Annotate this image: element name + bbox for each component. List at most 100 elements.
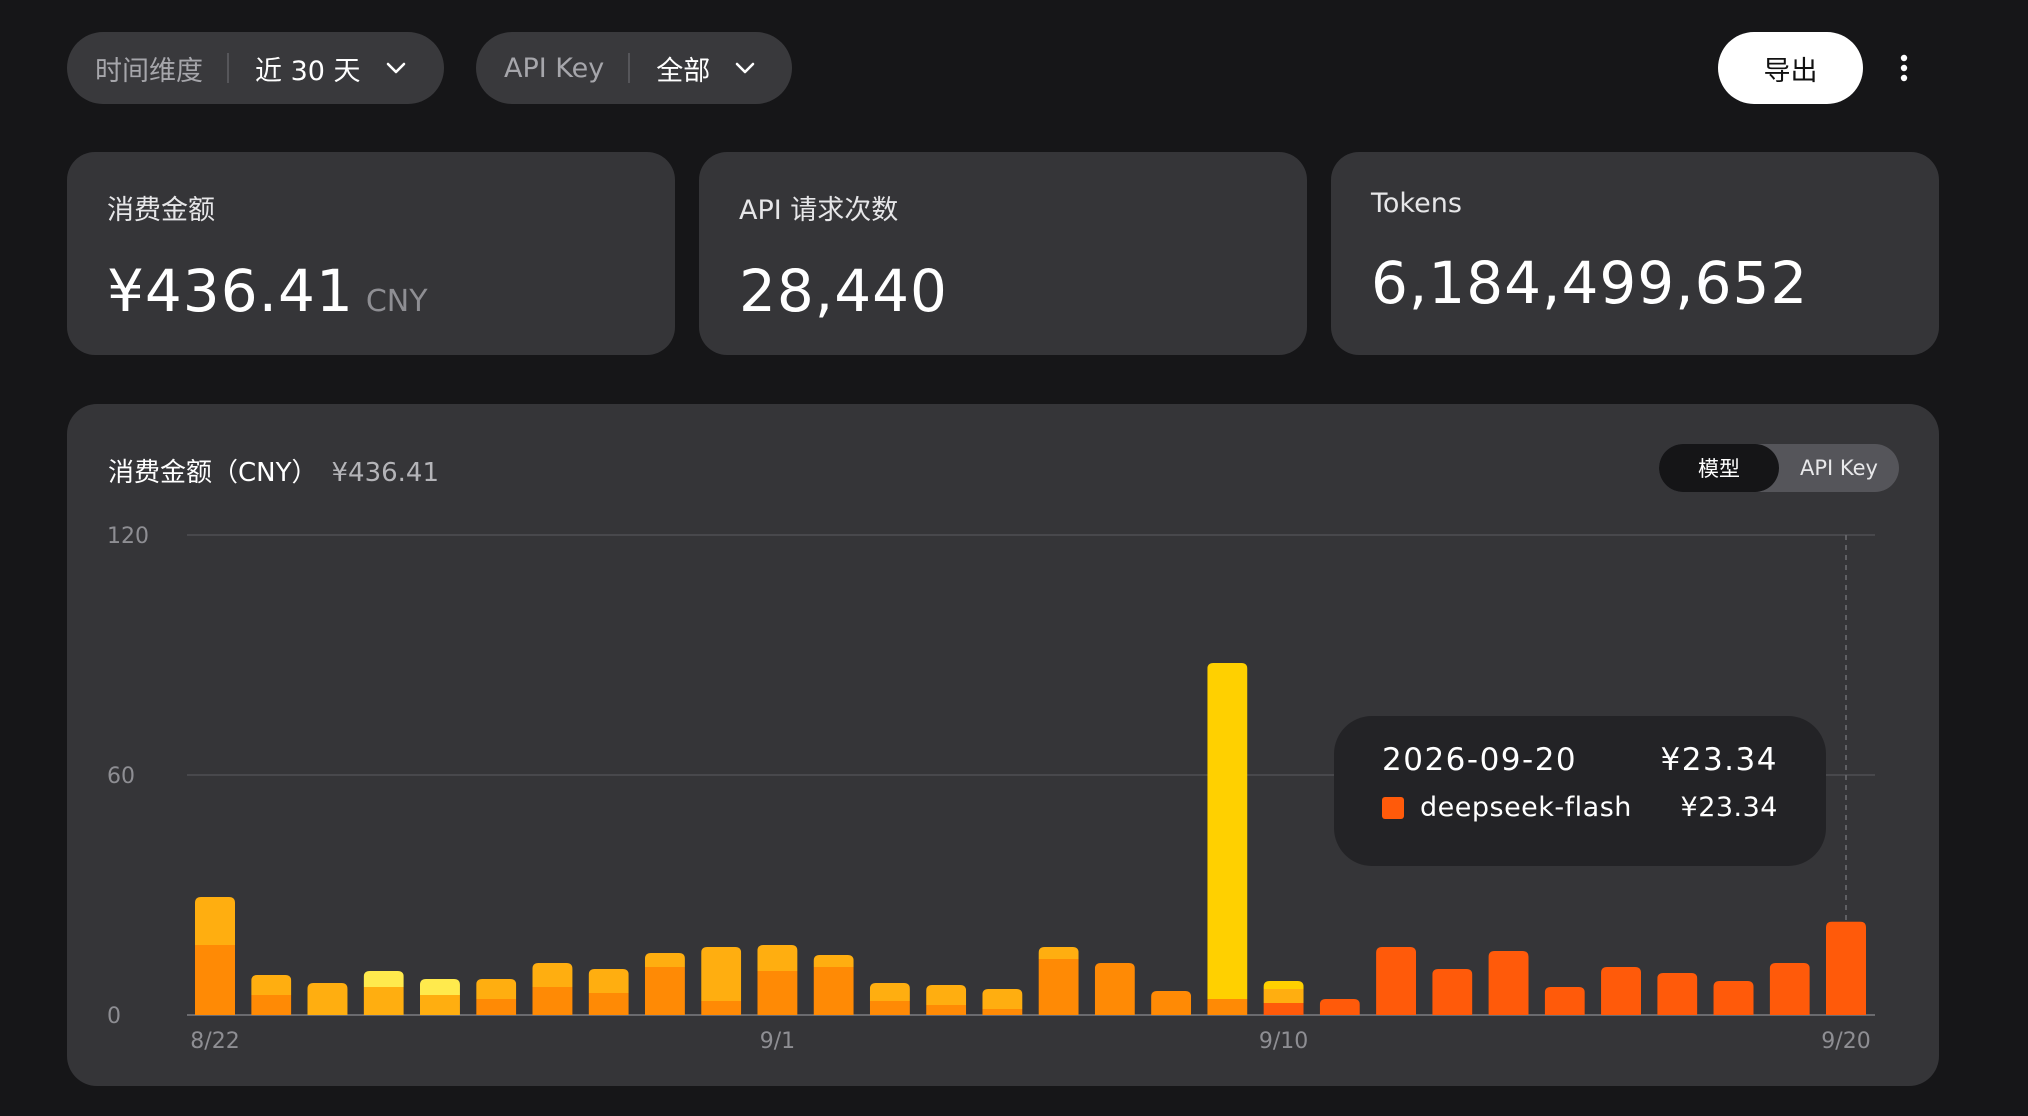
bar-segment: [588, 993, 629, 1015]
bar-segment: [701, 1001, 742, 1015]
chevron-down-icon: [385, 61, 407, 75]
x-tick-label: 8/22: [190, 1029, 239, 1054]
bar-segment: [307, 983, 348, 1015]
spend-bar-chart[interactable]: 0 60 120 8/22 9/1 9/10 9/20: [67, 404, 1939, 1086]
tooltip-date: 2026-09-20: [1382, 742, 1578, 778]
bar-stack[interactable]: [757, 945, 798, 1015]
bar-segment: [1544, 987, 1585, 1015]
x-tick-label: 9/20: [1821, 1029, 1870, 1054]
bar-segment: [644, 967, 685, 1015]
bar-segment: [195, 897, 235, 945]
bar-segment: [588, 969, 629, 993]
bar-stack[interactable]: [644, 953, 685, 1015]
requests-card-value: 28,440: [739, 257, 948, 325]
bar-stack[interactable]: [532, 963, 573, 1015]
tooltip-series: deepseek-flash: [1382, 792, 1632, 823]
bar-segment: [1207, 663, 1248, 999]
bar-segment: [869, 983, 910, 1001]
chart-tooltip: 2026-09-20 ¥23.34 deepseek-flash ¥23.34: [1334, 716, 1826, 866]
chart-title-text: 消费金额（CNY）: [108, 458, 318, 488]
spend-card-title: 消费金额: [107, 195, 215, 226]
bar-stack[interactable]: [1094, 963, 1135, 1015]
bar-stack[interactable]: [251, 975, 292, 1015]
bar-stack[interactable]: [1207, 663, 1248, 1015]
bar-segment: [1094, 963, 1135, 1015]
bar-segment: [982, 1009, 1023, 1015]
tooltip-total: ¥23.34: [1660, 742, 1778, 778]
bar-segment: [701, 947, 742, 1001]
bar-segment: [1319, 999, 1360, 1015]
bar-segment: [926, 1005, 967, 1015]
bar-segment: [1207, 999, 1248, 1015]
bar-segment: [869, 1001, 910, 1015]
bar-segment: [1151, 991, 1192, 1015]
bar-stack[interactable]: [701, 947, 742, 1015]
bar-segment: [982, 989, 1023, 1009]
bar-segment: [1432, 969, 1473, 1015]
bar-stack[interactable]: [195, 897, 235, 1015]
group-by-toggle[interactable]: 模型 API Key: [1659, 444, 1899, 492]
toggle-api-key[interactable]: API Key: [1800, 456, 1878, 480]
bar-stack[interactable]: [1488, 951, 1529, 1015]
bar-stack[interactable]: [1826, 921, 1866, 1015]
export-button[interactable]: 导出: [1718, 32, 1863, 104]
requests-card-title: API 请求次数: [739, 195, 899, 226]
toggle-model[interactable]: 模型: [1659, 444, 1779, 492]
bar-stack[interactable]: [476, 979, 517, 1015]
bar-stack[interactable]: [1038, 947, 1079, 1015]
spend-amount: ¥436.41: [107, 257, 354, 325]
spend-chart-panel: 0 60 120 8/22 9/1 9/10 9/20 消费金额（CNY） ¥436.41 模…: [67, 404, 1939, 1086]
tooltip-series-name: deepseek-flash: [1420, 792, 1632, 823]
tokens-card: Tokens 6,184,499,652: [1331, 152, 1939, 355]
bar-segment: [1713, 981, 1754, 1015]
api-key-filter[interactable]: API Key 全部: [476, 32, 792, 104]
bar-stack[interactable]: [926, 985, 967, 1015]
x-tick-label: 9/10: [1259, 1029, 1308, 1054]
bar-stack[interactable]: [869, 983, 910, 1015]
tooltip-series-value: ¥23.34: [1680, 792, 1778, 823]
more-options-icon[interactable]: [1888, 40, 1920, 96]
tokens-card-title: Tokens: [1371, 188, 1462, 219]
bar-segment: [251, 995, 292, 1015]
bar-stack[interactable]: [1263, 981, 1304, 1015]
bar-stack[interactable]: [1544, 987, 1585, 1015]
spend-currency-unit: CNY: [365, 284, 428, 319]
bar-stack[interactable]: [1601, 967, 1642, 1015]
bar-stack[interactable]: [307, 983, 348, 1015]
bar-segment: [363, 971, 404, 987]
bar-segment: [1601, 967, 1642, 1015]
bar-stack[interactable]: [1657, 973, 1698, 1015]
bar-stack[interactable]: [1319, 999, 1360, 1015]
bar-segment: [363, 987, 404, 1015]
bar-stack[interactable]: [1376, 947, 1417, 1015]
spend-card: 消费金额 ¥436.41 CNY: [67, 152, 675, 355]
tooltip-series-swatch: [1382, 797, 1404, 819]
bar-segment: [1657, 973, 1698, 1015]
bar-segment: [926, 985, 967, 1005]
bar-stack[interactable]: [1151, 991, 1192, 1015]
bar-segment: [532, 987, 573, 1015]
bar-segment: [813, 955, 854, 967]
bar-stack[interactable]: [419, 979, 460, 1015]
bar-segment: [757, 945, 798, 971]
bar-stack[interactable]: [588, 969, 629, 1015]
bar-segment: [1488, 951, 1529, 1015]
bar-segment: [644, 953, 685, 967]
bar-stack[interactable]: [363, 971, 404, 1015]
time-range-filter-label: 时间维度: [95, 55, 203, 87]
bar-segment: [1038, 959, 1079, 1015]
bar-segment: [476, 999, 517, 1015]
y-tick-label: 0: [107, 1004, 121, 1029]
bar-stack[interactable]: [813, 955, 854, 1015]
spend-card-value: ¥436.41 CNY: [107, 257, 635, 325]
bar-segment: [419, 995, 460, 1015]
api-key-filter-value: 全部: [656, 55, 711, 87]
bar-stack[interactable]: [1713, 981, 1754, 1015]
bar-stack[interactable]: [982, 989, 1023, 1015]
time-range-filter[interactable]: 时间维度 近 30 天: [67, 32, 444, 104]
bar-segment: [195, 945, 235, 1015]
bar-stack[interactable]: [1769, 963, 1810, 1015]
bar-stack[interactable]: [1432, 969, 1473, 1015]
bar-segment: [532, 963, 573, 987]
chart-title: 消费金额（CNY） ¥436.41: [108, 452, 439, 489]
